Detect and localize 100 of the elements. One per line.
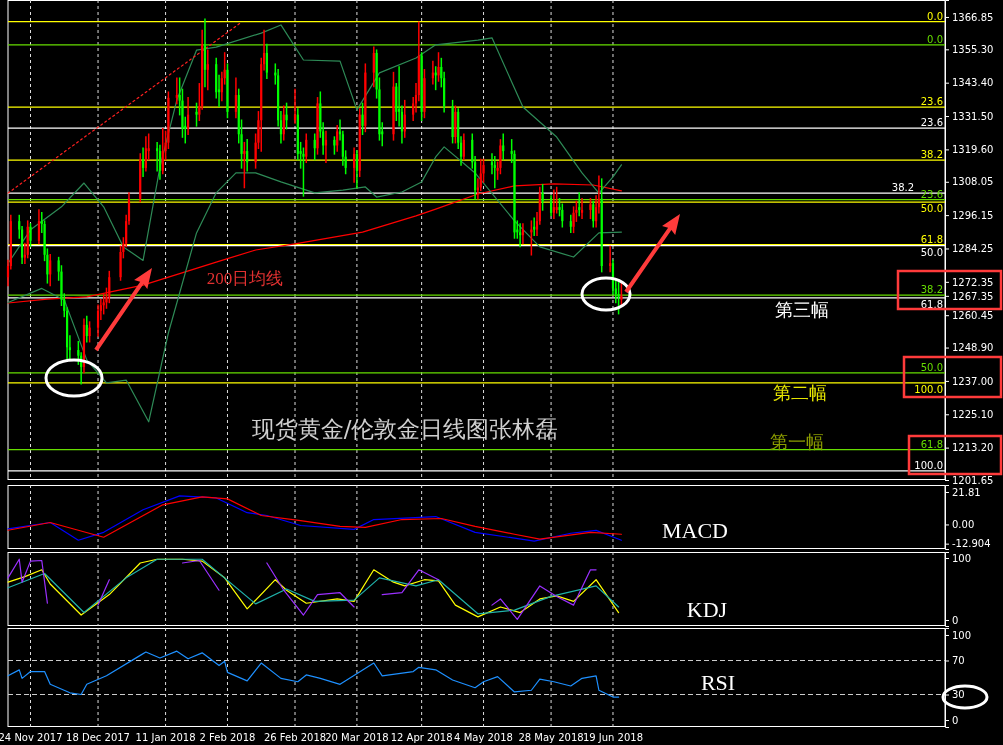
candlestick — [372, 46, 375, 88]
candlestick — [451, 99, 454, 144]
candlestick — [533, 217, 536, 236]
annotation: 第二幅 — [773, 383, 827, 403]
annotation: 50.0 — [920, 203, 943, 215]
annotation: 23.6 — [920, 117, 943, 129]
x-tick-label: 2 Feb 2018 — [199, 732, 256, 743]
candlestick — [617, 282, 620, 315]
candlestick — [392, 71, 395, 141]
y-tick-label: 1248.90 — [952, 342, 994, 354]
annotation: 38.2 — [920, 149, 943, 161]
x-tick-label: 28 May 2018 — [518, 732, 584, 743]
candlestick — [437, 52, 440, 82]
x-tick-label: 18 Dec 2017 — [66, 732, 130, 743]
y-tick-label: -12.904 — [952, 538, 991, 550]
annotation: 第三幅 — [775, 300, 829, 320]
candlestick — [161, 127, 164, 175]
y-tick-label: 0.00 — [952, 519, 975, 531]
candlestick — [144, 136, 147, 172]
candlestick — [454, 105, 457, 144]
line-series — [7, 650, 620, 698]
x-tick-label: 11 Jan 2018 — [135, 732, 196, 743]
candlestick — [592, 200, 595, 228]
y-tick-label: 1355.30 — [952, 44, 994, 56]
annotation: 200日均线 — [206, 269, 284, 288]
y-tick-label: 1272.35 — [952, 276, 994, 288]
annotation: 0.0 — [927, 10, 943, 22]
candlestick — [37, 209, 41, 245]
candlestick — [29, 223, 32, 248]
candlestick — [609, 245, 612, 273]
candlestick — [333, 136, 336, 155]
y-tick-label: 1308.05 — [952, 176, 994, 188]
candlestick — [49, 254, 52, 287]
candlestick — [265, 43, 268, 79]
candlestick — [361, 102, 364, 136]
line-series — [7, 24, 623, 265]
y-tick-label: 21.81 — [952, 486, 981, 498]
y-tick-label: 30 — [952, 689, 965, 701]
x-tick-label: 20 Mar 2018 — [325, 732, 389, 743]
candlestick — [234, 77, 238, 119]
y-tick-label: 1319.60 — [952, 144, 994, 156]
x-tick-label: 12 Apr 2018 — [390, 732, 453, 743]
candlestick — [316, 97, 319, 155]
candlestick — [305, 133, 308, 164]
annotation: 23.6 — [920, 96, 943, 108]
annotation: 100.0 — [914, 383, 943, 395]
annotation: 50.0 — [920, 361, 943, 373]
candlestick — [569, 214, 572, 234]
y-tick-label: 100 — [952, 629, 972, 641]
x-tick-label: 19 Jun 2018 — [582, 732, 644, 743]
y-tick-label: 1343.40 — [952, 77, 994, 89]
text: 现货黄金/伦敦金日线图张林磊 — [251, 416, 559, 442]
candlestick — [364, 63, 367, 133]
candlestick — [493, 155, 496, 189]
candlestick — [552, 189, 555, 220]
y-tick-label: 1201.65 — [952, 474, 994, 486]
candlestick — [541, 183, 544, 211]
candlestick — [502, 133, 505, 161]
annotation: MACD — [661, 518, 729, 543]
y-tick-label: 1213.20 — [952, 442, 994, 454]
candlestick — [420, 52, 423, 121]
annotation: 0.0 — [927, 33, 943, 45]
candlestick — [600, 178, 603, 273]
candlestick — [620, 282, 623, 306]
y-tick-label: 1284.25 — [952, 243, 994, 255]
y-tick-label: 100 — [952, 552, 972, 564]
candlestick — [175, 77, 178, 105]
y-tick-label: 70 — [952, 655, 965, 667]
y-tick-label: 1366.85 — [952, 11, 994, 23]
candlestick — [462, 133, 465, 161]
annotation: 61.8 — [920, 298, 943, 310]
x-tick-label: 4 May 2018 — [454, 732, 513, 743]
y-tick-label: 1331.50 — [952, 110, 994, 122]
x-tick-label: 24 Nov 2017 — [0, 732, 63, 743]
y-tick-label: 1225.10 — [952, 408, 994, 420]
annotation: 100.0 — [914, 459, 943, 471]
candlestick — [285, 102, 288, 130]
candlestick — [226, 63, 229, 119]
x-tick-label: 26 Feb 2018 — [263, 732, 327, 743]
annotation: 38.2 — [920, 284, 943, 296]
annotation: 第一幅 — [770, 432, 824, 452]
annotation: 50.0 — [920, 246, 943, 258]
y-tick-label: 1237.00 — [952, 375, 994, 387]
candlestick — [423, 69, 426, 119]
y-tick-label: 1267.35 — [952, 290, 994, 302]
candlestick — [589, 197, 592, 220]
y-tick-label: 1296.15 — [952, 209, 994, 221]
y-tick-label: 1260.45 — [952, 309, 994, 321]
annotation: RSI — [700, 670, 736, 695]
candlestick — [206, 49, 209, 91]
candlestick — [195, 102, 198, 127]
y-tick-label: 0 — [952, 614, 959, 626]
annotation: 61.8 — [920, 233, 943, 245]
annotation: KDJ — [686, 597, 728, 622]
candlestick — [336, 125, 339, 152]
annotation: 38.2 — [891, 182, 915, 194]
y-tick-label: 0 — [952, 714, 959, 726]
annotation: 61.8 — [920, 438, 943, 450]
candlestick — [519, 223, 522, 248]
candlestick — [578, 192, 581, 217]
